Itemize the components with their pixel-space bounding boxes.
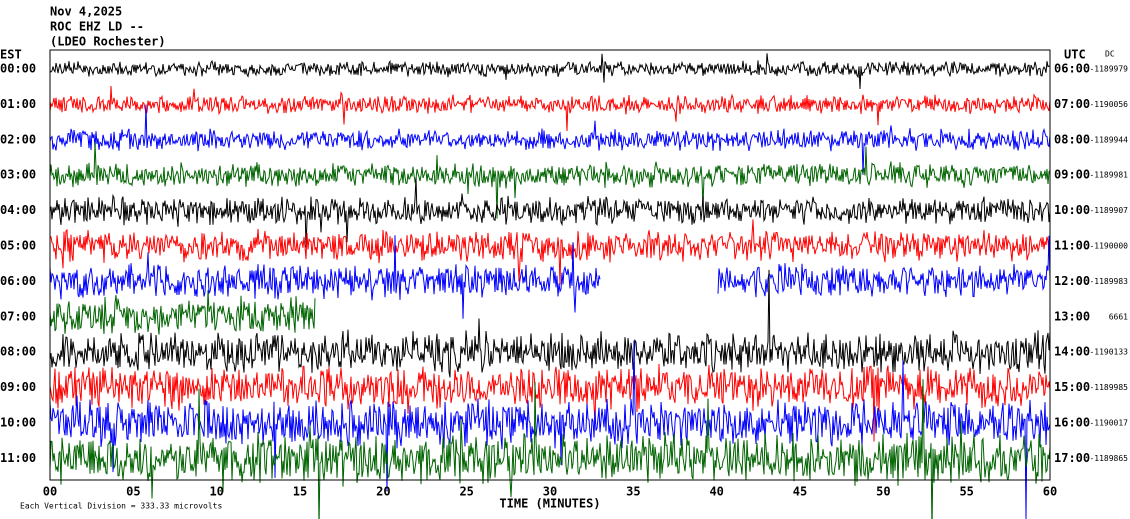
trace: [49, 53, 1051, 90]
utc-label: 16:00: [1054, 416, 1090, 430]
utc-label: 06:00: [1054, 62, 1090, 76]
dc-value: -1189944: [1089, 135, 1128, 144]
header-line: (LDEO Rochester): [50, 35, 166, 49]
est-label: 04:00: [0, 203, 36, 217]
x-tick-label: 10: [209, 485, 223, 499]
x-tick-label: 45: [793, 485, 807, 499]
est-label: 00:00: [0, 62, 36, 76]
dc-value: -1189865: [1089, 454, 1128, 463]
trace: [49, 177, 1051, 248]
x-tick-label: 60: [1043, 485, 1057, 499]
est-label: 11:00: [0, 451, 36, 465]
dc-value: -1190056: [1089, 100, 1128, 109]
x-tick-label: 50: [876, 485, 890, 499]
x-tick-label: 25: [459, 485, 473, 499]
x-tick-label: 30: [543, 485, 557, 499]
header-line: Nov 4,2025: [50, 5, 122, 19]
x-tick-label: 55: [959, 485, 973, 499]
utc-label: 07:00: [1054, 97, 1090, 111]
est-label: 05:00: [0, 239, 36, 253]
trace: [49, 219, 1051, 285]
est-label: 07:00: [0, 309, 36, 323]
dc-value: -1189981: [1089, 171, 1128, 180]
footer-scale: Each Vertical Division = 333.33 microvol…: [20, 502, 222, 511]
est-label: 03:00: [0, 168, 36, 182]
utc-label: 12:00: [1054, 274, 1090, 288]
utc-label: 15:00: [1054, 380, 1090, 394]
dc-value: -1189979: [1089, 65, 1128, 74]
est-label: 06:00: [0, 274, 36, 288]
dc-value: -1190017: [1089, 419, 1128, 428]
x-tick-label: 20: [376, 485, 390, 499]
utc-label: 14:00: [1054, 345, 1090, 359]
trace: [49, 269, 1051, 378]
trace: [49, 379, 1051, 519]
est-label: 01:00: [0, 97, 36, 111]
dc-title: DC: [1105, 50, 1115, 59]
plot-frame: [49, 49, 1051, 481]
dc-value: -1189907: [1089, 206, 1128, 215]
trace: [717, 235, 1051, 298]
x-tick-label: 00: [43, 485, 57, 499]
x-tick-label: 35: [626, 485, 640, 499]
trace: [49, 290, 316, 335]
dc-value: 6661: [1109, 312, 1128, 321]
trace: [49, 104, 1051, 175]
trace: [49, 235, 601, 319]
est-label: 10:00: [0, 416, 36, 430]
dc-value: -1189985: [1089, 383, 1128, 392]
dc-value: -1190133: [1089, 348, 1128, 357]
utc-label: 10:00: [1054, 203, 1090, 217]
x-axis-title: TIME (MINUTES): [499, 497, 600, 511]
utc-label: 09:00: [1054, 168, 1090, 182]
trace: [49, 85, 1051, 132]
dc-value: -1190000: [1089, 242, 1128, 251]
utc-label: 17:00: [1054, 451, 1090, 465]
est-label: 08:00: [0, 345, 36, 359]
est-label: 09:00: [0, 380, 36, 394]
utc-label: 13:00: [1054, 309, 1090, 323]
est-label: 02:00: [0, 132, 36, 146]
trace: [49, 142, 1051, 219]
trace: [49, 340, 1051, 519]
header-line: ROC EHZ LD --: [50, 20, 144, 34]
dc-value: -1189983: [1089, 277, 1128, 286]
x-tick-label: 40: [709, 485, 723, 499]
x-tick-label: 05: [126, 485, 140, 499]
utc-label: 11:00: [1054, 239, 1090, 253]
traces: [49, 53, 1051, 519]
utc-label: 08:00: [1054, 132, 1090, 146]
right-axis-title: UTC: [1064, 48, 1086, 62]
x-tick-label: 15: [293, 485, 307, 499]
left-axis-title: EST: [0, 48, 22, 62]
trace: [49, 363, 1051, 442]
